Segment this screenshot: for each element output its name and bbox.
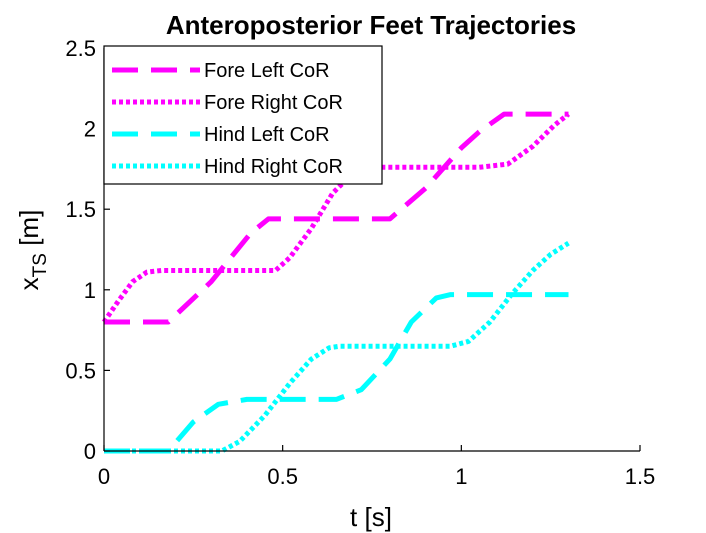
series-line-fore-left-cor [104,111,569,325]
y-tick-label: 0.5 [65,358,96,383]
legend-label: Fore Right CoR [204,92,343,114]
y-axis-label-unit: [m] [14,210,44,253]
x-tick-label: 0 [98,464,110,489]
series-line-fore-right-cor [101,112,571,324]
y-axis-label-main: x [14,277,44,290]
legend-label: Hind Left CoR [204,124,330,146]
series-line-hind-right-cor [104,240,570,454]
y-tick-label: 1.5 [65,197,96,222]
x-tick-label: 1 [455,464,467,489]
ticks: 0 0.5 1 1.5 0 0.5 1 1.5 2 2.5 [65,36,655,489]
legend-label: Hind Right CoR [204,156,343,178]
chart-title: Anteroposterior Feet Trajectories [166,10,576,40]
x-tick-label: 0.5 [267,464,298,489]
x-tick-label: 1.5 [625,464,656,489]
x-axis-label: t [s] [350,502,392,532]
y-axis-label-subscript: TS [30,253,51,277]
legend-label: Fore Left CoR [204,60,330,82]
y-tick-label: 2.5 [65,36,96,61]
y-tick-label: 1 [84,278,96,303]
legend-box [103,45,383,185]
y-tick-label: 2 [84,117,96,142]
series-line-hind-left-cor [104,292,569,454]
y-tick-label: 0 [84,439,96,464]
plot-content [101,111,571,454]
y-axis-label: xTS [m] [14,210,51,291]
legend: Fore Left CoR Fore Right CoR Hind Left CoR… [103,45,383,185]
